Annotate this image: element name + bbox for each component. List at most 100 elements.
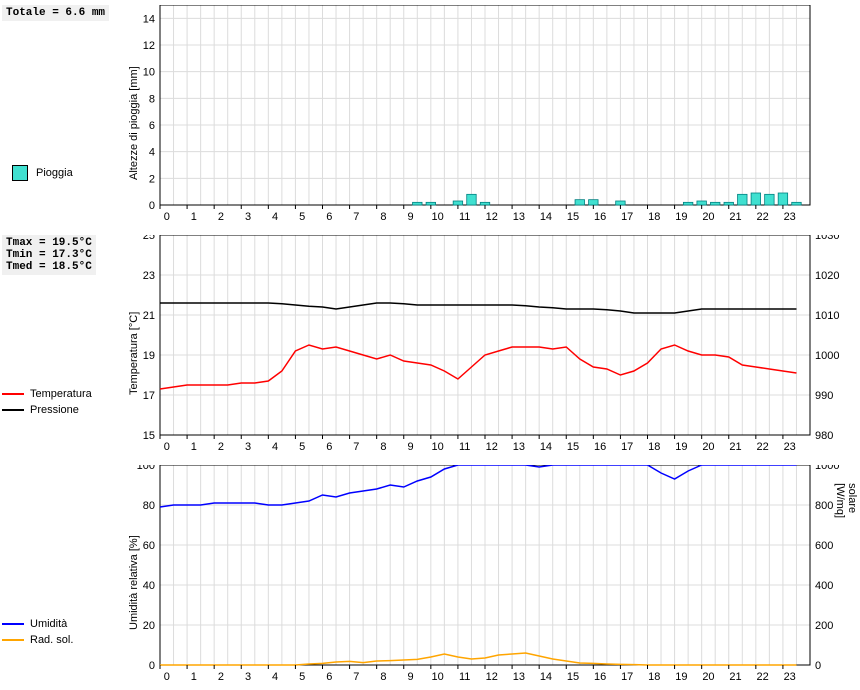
svg-text:17: 17 [621,671,633,683]
svg-text:21: 21 [729,441,741,453]
panel2-ylabel-left: Temperatura [°C] [128,312,140,395]
svg-text:21: 21 [729,211,741,223]
svg-text:60: 60 [143,540,155,552]
svg-text:17: 17 [621,211,633,223]
radsol-line-swatch [2,639,24,641]
svg-text:20: 20 [702,211,714,223]
svg-text:16: 16 [594,211,606,223]
svg-text:15: 15 [143,430,155,442]
svg-text:15: 15 [567,211,579,223]
svg-text:12: 12 [486,671,498,683]
svg-text:4: 4 [272,211,278,223]
svg-text:10: 10 [431,441,443,453]
svg-text:3: 3 [245,441,251,453]
svg-text:1: 1 [191,441,197,453]
svg-text:9: 9 [407,211,413,223]
svg-text:20: 20 [702,671,714,683]
svg-text:21: 21 [729,671,741,683]
svg-text:18: 18 [648,211,660,223]
pioggia-swatch [12,165,28,181]
svg-text:17: 17 [621,441,633,453]
svg-text:1: 1 [191,211,197,223]
svg-text:14: 14 [540,441,552,453]
panel3-ylabel-left: Umidità relativa [%] [128,535,140,630]
svg-text:0: 0 [815,660,821,672]
svg-text:4: 4 [149,147,155,159]
svg-text:5: 5 [299,441,305,453]
svg-text:19: 19 [143,350,155,362]
svg-text:25: 25 [143,235,155,242]
svg-text:13: 13 [513,211,525,223]
svg-text:22: 22 [756,671,768,683]
svg-text:400: 400 [815,580,833,592]
svg-text:14: 14 [540,211,552,223]
legend-radsol-label: Rad. sol. [30,634,73,646]
svg-text:23: 23 [784,441,796,453]
svg-text:1: 1 [191,671,197,683]
svg-text:0: 0 [164,671,170,683]
svg-text:10: 10 [431,671,443,683]
panel1-chart: 0246810121401234567891011121314151617181… [120,5,850,225]
svg-text:8: 8 [380,211,386,223]
legend-temperatura-label: Temperatura [30,388,92,400]
svg-text:15: 15 [567,441,579,453]
svg-text:18: 18 [648,671,660,683]
svg-text:20: 20 [143,620,155,632]
panel1-ylabel: Altezze di pioggia [mm] [128,66,140,180]
svg-text:13: 13 [513,441,525,453]
svg-text:800: 800 [815,500,833,512]
svg-text:11: 11 [459,441,470,453]
svg-text:7: 7 [353,441,359,453]
svg-text:22: 22 [756,441,768,453]
svg-text:18: 18 [648,441,660,453]
svg-text:7: 7 [353,211,359,223]
panel1-info: Totale = 6.6 mm [2,5,109,21]
legend-pioggia-label: Pioggia [36,167,73,179]
svg-text:23: 23 [784,211,796,223]
svg-text:20: 20 [702,441,714,453]
legend-pressione: Pressione [2,404,79,416]
svg-text:7: 7 [353,671,359,683]
svg-text:13: 13 [513,671,525,683]
svg-text:0: 0 [164,211,170,223]
svg-text:8: 8 [380,441,386,453]
panel2-chart: 1517192123259809901000101010201030012345… [120,235,850,455]
svg-text:6: 6 [326,441,332,453]
svg-text:11: 11 [459,671,470,683]
svg-text:2: 2 [218,441,224,453]
svg-text:16: 16 [594,671,606,683]
svg-text:10: 10 [431,211,443,223]
svg-text:100: 100 [137,465,155,472]
svg-text:8: 8 [149,93,155,105]
svg-text:23: 23 [784,671,796,683]
svg-text:10: 10 [143,67,155,79]
svg-text:22: 22 [756,211,768,223]
svg-text:9: 9 [407,671,413,683]
chart-container: Totale = 6.6 mm Pioggia 0246810121401234… [0,0,860,690]
svg-text:5: 5 [299,671,305,683]
svg-text:8: 8 [380,671,386,683]
svg-text:0: 0 [164,441,170,453]
pressione-line-swatch [2,409,24,411]
svg-text:1020: 1020 [815,270,839,282]
legend-temperatura: Temperatura [2,388,92,400]
svg-text:80: 80 [143,500,155,512]
svg-text:16: 16 [594,441,606,453]
svg-text:200: 200 [815,620,833,632]
svg-text:990: 990 [815,390,833,402]
legend-umidita: Umidità [2,618,67,630]
svg-text:6: 6 [326,671,332,683]
temperatura-line-swatch [2,393,24,395]
panel2-info: Tmax = 19.5°C Tmin = 17.3°C Tmed = 18.5°… [2,235,96,275]
svg-text:19: 19 [675,441,687,453]
svg-text:4: 4 [272,671,278,683]
svg-text:0: 0 [149,660,155,672]
svg-text:3: 3 [245,211,251,223]
svg-text:1000: 1000 [815,350,839,362]
svg-text:600: 600 [815,540,833,552]
svg-text:1000: 1000 [815,465,839,472]
svg-text:2: 2 [218,211,224,223]
svg-text:4: 4 [272,441,278,453]
svg-text:19: 19 [675,671,687,683]
svg-text:40: 40 [143,580,155,592]
